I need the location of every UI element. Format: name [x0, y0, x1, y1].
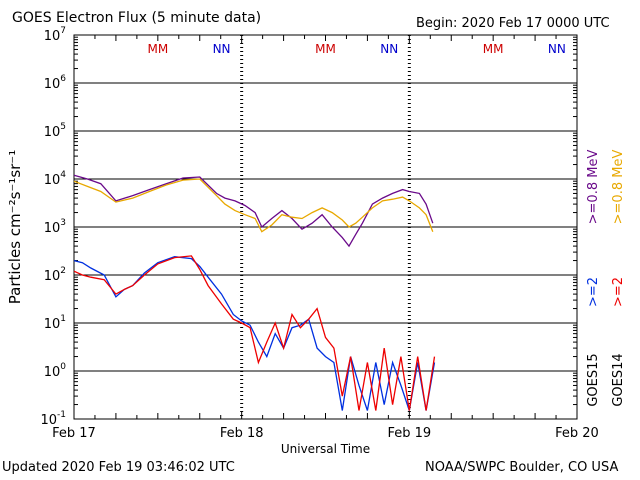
y-tick-exponent: 6 — [60, 74, 66, 84]
series-line-4 — [73, 255, 436, 411]
y-tick-exponent: 0 — [60, 362, 66, 372]
y-tick-exponent: 5 — [60, 122, 66, 132]
y-tick-exponent: 2 — [60, 266, 66, 276]
noon-marker: NN — [380, 42, 398, 56]
legend-entry: >=0.8 MeV — [611, 150, 626, 225]
x-tick-label: Feb 17 — [52, 426, 96, 441]
legend-entry: >=2 — [586, 277, 601, 307]
x-axis-label: Universal Time — [281, 442, 370, 456]
y-tick-label: 104 — [44, 170, 67, 188]
y-tick-label: 107 — [44, 26, 66, 44]
midnight-marker: MM — [147, 42, 168, 56]
chart-title: GOES Electron Flux (5 minute data) — [12, 10, 262, 26]
y-tick-exponent: 1 — [60, 314, 66, 324]
y-tick-label: 103 — [44, 218, 66, 236]
noon-marker: NN — [213, 42, 231, 56]
x-tick-label: Feb 20 — [555, 426, 599, 441]
y-tick-exponent: -1 — [57, 410, 66, 420]
legend-entry: GOES15 — [586, 353, 601, 406]
begin-time: Begin: 2020 Feb 17 0000 UTC — [416, 16, 610, 31]
x-tick-label: Feb 18 — [220, 426, 264, 441]
y-tick-label: 102 — [44, 266, 66, 284]
midnight-marker: MM — [315, 42, 336, 56]
y-tick-exponent: 7 — [60, 26, 66, 36]
legend-entry: GOES14 — [611, 353, 626, 406]
y-tick-label: 100 — [44, 362, 67, 380]
y-tick-exponent: 4 — [60, 170, 66, 180]
noon-marker: NN — [548, 42, 566, 56]
credit: NOAA/SWPC Boulder, CO USA — [425, 460, 619, 475]
series-line-1 — [73, 174, 434, 248]
series-line-2 — [73, 178, 434, 233]
y-tick-label: 106 — [44, 74, 67, 92]
y-tick-label: 105 — [44, 122, 66, 140]
midnight-marker: MM — [483, 42, 504, 56]
series-line-3 — [73, 256, 436, 411]
y-tick-exponent: 3 — [60, 218, 66, 228]
x-tick-label: Feb 19 — [387, 426, 431, 441]
updated-time: Updated 2020 Feb 19 03:46:02 UTC — [2, 460, 235, 475]
y-axis-label: Particles cm⁻²s⁻¹sr⁻¹ — [6, 150, 24, 304]
y-tick-label: 101 — [44, 314, 66, 332]
legend-entry: >=0.8 MeV — [586, 150, 601, 225]
legend-entry: >=2 — [611, 277, 626, 307]
